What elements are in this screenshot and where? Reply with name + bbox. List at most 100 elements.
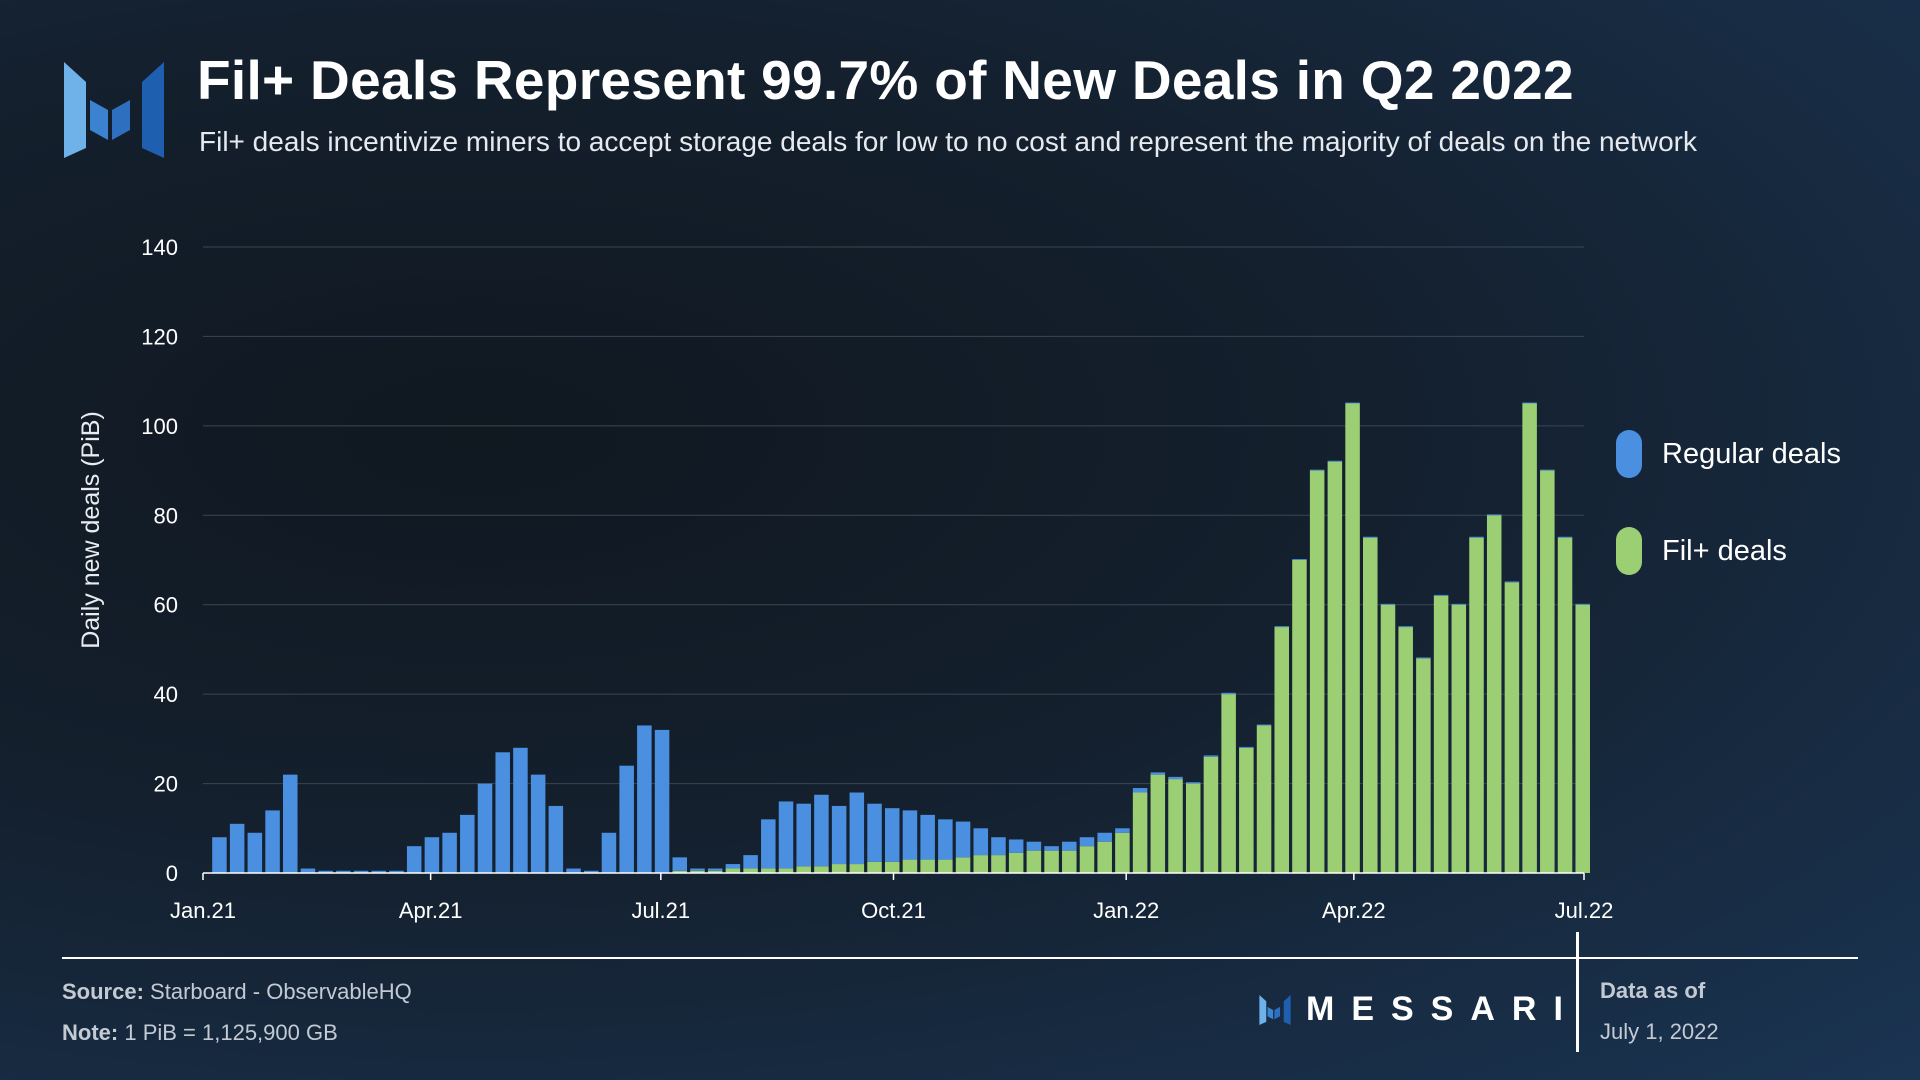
chart-title: Fil+ Deals Represent 99.7% of New Deals … — [197, 49, 1574, 111]
messari-brand: MESSARI — [1258, 990, 1580, 1029]
bar-filplus — [884, 861, 900, 873]
bar-filplus — [1239, 747, 1254, 873]
bar-regular — [1185, 782, 1201, 784]
bar-filplus — [1008, 852, 1024, 873]
bar-filplus — [1115, 832, 1130, 873]
note-line: Note: 1 PiB = 1,125,900 GB — [62, 1020, 338, 1046]
bar-regular — [1062, 841, 1077, 851]
bar-regular — [1380, 603, 1396, 605]
bar-regular — [1486, 514, 1502, 516]
bar-regular — [1433, 594, 1449, 596]
bar-filplus — [1557, 537, 1573, 873]
legend-item-regular: Regular deals — [1616, 430, 1841, 478]
y-tick-label: 40 — [154, 682, 178, 707]
bar-regular — [831, 805, 847, 865]
source-value: Starboard - ObservableHQ — [150, 979, 412, 1004]
bar-regular — [283, 774, 298, 873]
bar-filplus — [1044, 850, 1059, 873]
bar-regular — [1309, 469, 1325, 471]
bar-filplus — [1363, 537, 1378, 873]
bar-filplus — [1026, 850, 1042, 873]
bar-filplus — [1292, 560, 1307, 873]
bar-regular — [1327, 460, 1343, 462]
bar-regular — [1132, 788, 1148, 793]
bar-regular — [725, 864, 741, 869]
footer-divider — [62, 957, 1858, 959]
chart-subtitle: Fil+ deals incentivize miners to accept … — [199, 126, 1697, 157]
brand-wordmark: MESSARI — [1306, 990, 1580, 1028]
bar-filplus — [938, 859, 953, 873]
bar-filplus — [1274, 627, 1290, 873]
bar-regular — [1097, 832, 1112, 842]
source-line: Source: Starboard - ObservableHQ — [62, 979, 412, 1005]
bar-filplus — [1540, 470, 1555, 873]
bar-regular — [1026, 841, 1042, 851]
bar-regular — [406, 846, 422, 873]
bar-filplus — [725, 868, 741, 873]
bar-filplus — [1132, 792, 1148, 873]
bar-filplus — [991, 855, 1006, 873]
bar-regular — [938, 819, 953, 860]
bar-regular — [300, 868, 316, 873]
bar-regular — [477, 783, 493, 873]
bar-filplus — [1221, 694, 1236, 873]
bar-filplus — [902, 859, 918, 873]
bar-regular — [778, 801, 794, 869]
bar-filplus — [1433, 595, 1449, 873]
bar-regular — [814, 794, 829, 867]
bar-regular — [1522, 402, 1537, 404]
bar-regular — [849, 792, 865, 865]
bar-regular — [867, 803, 882, 862]
bar-filplus — [955, 857, 971, 873]
x-tick-label: Oct.21 — [861, 898, 926, 923]
bar-filplus — [1398, 627, 1413, 873]
bar-regular — [495, 752, 510, 873]
bar-regular — [1221, 692, 1236, 695]
bar-filplus — [1469, 537, 1484, 873]
bar-regular — [1079, 837, 1095, 847]
bar-filplus — [1203, 756, 1219, 873]
bar-filplus — [1309, 470, 1325, 873]
y-tick-label: 60 — [154, 593, 178, 618]
y-tick-label: 100 — [141, 414, 178, 439]
data-as-of-label: Data as of — [1600, 978, 1706, 1003]
x-tick-label: Apr.21 — [399, 898, 463, 923]
legend-label-regular: Regular deals — [1662, 437, 1841, 470]
legend-swatch-regular — [1616, 430, 1642, 478]
bar-regular — [619, 765, 634, 873]
bar-regular — [229, 823, 245, 873]
bar-regular — [247, 832, 263, 873]
bar-regular — [1451, 603, 1467, 605]
bar-regular — [389, 870, 404, 873]
bar-filplus — [1345, 403, 1360, 873]
bar-filplus — [849, 864, 865, 873]
bar-regular — [1008, 839, 1024, 853]
bar-regular — [1557, 536, 1573, 538]
bar-filplus — [672, 870, 688, 873]
y-tick-label: 0 — [166, 861, 178, 886]
bar-filplus — [814, 866, 829, 873]
bar-filplus — [1486, 515, 1502, 873]
bar-regular — [513, 747, 528, 873]
bar-regular — [1044, 846, 1059, 851]
bar-regular — [1203, 755, 1219, 757]
note-value: 1 PiB = 1,125,900 GB — [124, 1020, 338, 1045]
x-tick-label: Apr.22 — [1322, 898, 1386, 923]
bar-regular — [548, 805, 564, 873]
y-tick-label: 20 — [154, 772, 178, 797]
bar-regular — [1416, 657, 1431, 659]
data-as-of-date: July 1, 2022 — [1600, 1019, 1719, 1044]
bar-regular — [601, 832, 617, 873]
bar-regular — [1239, 746, 1254, 748]
bar-regular — [902, 810, 918, 860]
bar-regular — [654, 729, 670, 873]
bar-regular — [530, 774, 546, 873]
bar-regular — [1363, 536, 1378, 538]
bar-regular — [1292, 559, 1307, 560]
messari-small-logo-icon — [1259, 994, 1291, 1025]
bar-filplus — [1327, 461, 1343, 873]
bar-chart: 0 20 40 60 80 100 120 140 Daily new deals (PiB) J… — [77, 246, 1590, 923]
bar-filplus — [690, 870, 705, 873]
messari-logo-icon — [64, 62, 164, 158]
bar-regular — [1345, 402, 1360, 404]
